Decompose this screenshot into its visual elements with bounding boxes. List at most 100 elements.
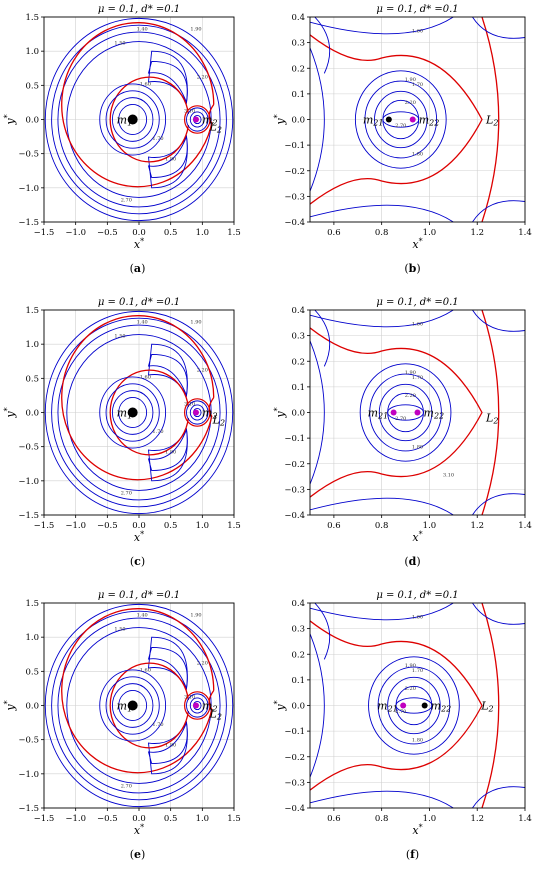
y-tick-label: 0.1 bbox=[291, 676, 305, 686]
y-tick-label: 0.0 bbox=[25, 702, 39, 712]
contour-line bbox=[387, 676, 441, 735]
x-tick-label: 1.0 bbox=[196, 814, 210, 824]
y-axis: −0.4 −0.3 −0.2 −0.1 0.0 0.1 0.2 0.3 0.4 bbox=[284, 599, 310, 814]
contour-label: 1.70 bbox=[152, 136, 163, 142]
contour-lobe bbox=[147, 353, 188, 398]
chart-title: μ = 0.1, d* =0.1 bbox=[376, 4, 458, 15]
body-label: m21 bbox=[368, 407, 389, 421]
chart-title: μ = 0.1, d* =0.1 bbox=[376, 590, 458, 601]
contour-line bbox=[189, 404, 205, 421]
separatrix-m2 bbox=[183, 691, 211, 720]
y-tick-label: −0.4 bbox=[284, 511, 305, 521]
contour-line bbox=[66, 627, 212, 784]
y-tick-label: 0.3 bbox=[291, 332, 305, 342]
x-tick-label: 0.0 bbox=[132, 228, 146, 238]
separatrix-inner bbox=[310, 327, 483, 498]
contour-line bbox=[472, 493, 525, 515]
body-m1 bbox=[127, 114, 138, 125]
body-label: m21 bbox=[377, 700, 398, 714]
contour-label: 1.80 bbox=[165, 743, 176, 749]
body-m21 bbox=[385, 116, 392, 123]
chart-title: μ = 0.1, d* =0.1 bbox=[98, 4, 180, 15]
contour-label: 1.40 bbox=[137, 27, 148, 33]
x-tick-label: −0.5 bbox=[97, 228, 118, 238]
contour-label: 2.70 bbox=[395, 709, 406, 715]
contour-lobe bbox=[147, 134, 188, 179]
x-tick-label: 1.0 bbox=[196, 521, 210, 531]
y-tick-label: 1.5 bbox=[25, 13, 39, 23]
y-tick-label: −0.5 bbox=[18, 150, 39, 160]
x-axis: 0.6 0.8 1.0 1.2 1.4 bbox=[327, 515, 532, 531]
x-axis: 0.6 0.8 1.0 1.2 1.4 bbox=[327, 808, 532, 824]
x-axis-label: x* bbox=[134, 530, 144, 544]
y-tick-label: −0.4 bbox=[284, 804, 305, 814]
body-m2 bbox=[193, 702, 199, 709]
y-axis-label: y* bbox=[3, 114, 17, 125]
y-tick-label: 0.5 bbox=[25, 374, 39, 384]
separatrix-outer bbox=[481, 603, 500, 808]
contour-line bbox=[44, 17, 234, 222]
contour-line bbox=[99, 376, 167, 449]
contour-line bbox=[314, 310, 331, 367]
y-tick-label: 1.0 bbox=[25, 633, 39, 643]
contour-line bbox=[314, 17, 331, 74]
x-axis-label: x* bbox=[412, 237, 422, 251]
contour-label: 1.60 bbox=[140, 374, 151, 380]
y-tick-label: 1.5 bbox=[25, 306, 39, 316]
contours: 1.40 1.50 1.60 1.70 1.80 1.90 2.20 2.70 3.10 bbox=[44, 603, 234, 808]
x-axis: −1.5 −1.0 −0.5 0.0 0.5 1.0 1.5 bbox=[34, 515, 241, 531]
body-m21 bbox=[390, 409, 397, 416]
x-tick-label: 0.6 bbox=[327, 521, 341, 531]
contour-label: 1.80 bbox=[165, 450, 176, 456]
contour-line bbox=[44, 603, 234, 808]
separatrix-inner bbox=[310, 34, 483, 205]
y-tick-label: 0.5 bbox=[25, 667, 39, 677]
x-axis: −1.5 −1.0 −0.5 0.0 0.5 1.0 1.5 bbox=[34, 222, 241, 238]
contour-line bbox=[310, 790, 454, 808]
contour-line bbox=[99, 83, 167, 156]
panel-caption: (d) bbox=[404, 555, 421, 568]
point-label-L2: L2 bbox=[212, 413, 225, 427]
y-tick-label: 0.3 bbox=[291, 39, 305, 49]
contour-line bbox=[105, 676, 160, 735]
contour-label: 2.70 bbox=[395, 123, 406, 129]
x-tick-label: 0.5 bbox=[164, 521, 178, 531]
body-label: m21 bbox=[363, 114, 384, 128]
contour-line bbox=[57, 324, 221, 501]
x-tick-label: 0.6 bbox=[327, 814, 341, 824]
y-tick-label: −1.5 bbox=[18, 511, 39, 521]
contour-label: 2.70 bbox=[121, 198, 132, 204]
x-tick-label: −0.5 bbox=[97, 521, 118, 531]
contour-label: 1.80 bbox=[165, 157, 176, 163]
x-tick-label: 1.2 bbox=[470, 814, 484, 824]
contour-label: 2.20 bbox=[197, 661, 208, 667]
x-tick-label: 1.5 bbox=[227, 814, 241, 824]
point-label-L2: L2 bbox=[485, 114, 498, 128]
x-tick-label: 1.2 bbox=[470, 228, 484, 238]
contour-line bbox=[111, 390, 154, 435]
contour-line bbox=[369, 373, 442, 452]
point-label-L2: L2 bbox=[480, 700, 493, 714]
contour-label: 1.90 bbox=[190, 27, 201, 33]
contour-label: 1.50 bbox=[114, 40, 125, 46]
y-axis-label: y* bbox=[273, 114, 287, 125]
chart-title: μ = 0.1, d* =0.1 bbox=[98, 590, 180, 601]
contour-line bbox=[368, 656, 460, 755]
x-tick-label: 1.4 bbox=[518, 228, 532, 238]
body-m21 bbox=[400, 702, 407, 709]
y-tick-label: 0.0 bbox=[291, 702, 305, 712]
x-tick-label: 0.6 bbox=[327, 228, 341, 238]
y-tick-label: 0.0 bbox=[25, 116, 39, 126]
contour-line bbox=[189, 111, 205, 128]
contour-label: 1.90 bbox=[405, 370, 416, 376]
y-tick-label: 0.4 bbox=[291, 306, 305, 316]
contour-line bbox=[314, 603, 331, 660]
contour-line bbox=[378, 383, 433, 442]
x-axis: 0.6 0.8 1.0 1.2 1.4 bbox=[327, 222, 532, 238]
contour-line bbox=[472, 17, 525, 39]
separatrix-inner bbox=[109, 76, 190, 163]
y-tick-label: −0.5 bbox=[18, 736, 39, 746]
contour-label: 2.20 bbox=[197, 368, 208, 374]
point-label-L2: L2 bbox=[485, 412, 498, 426]
